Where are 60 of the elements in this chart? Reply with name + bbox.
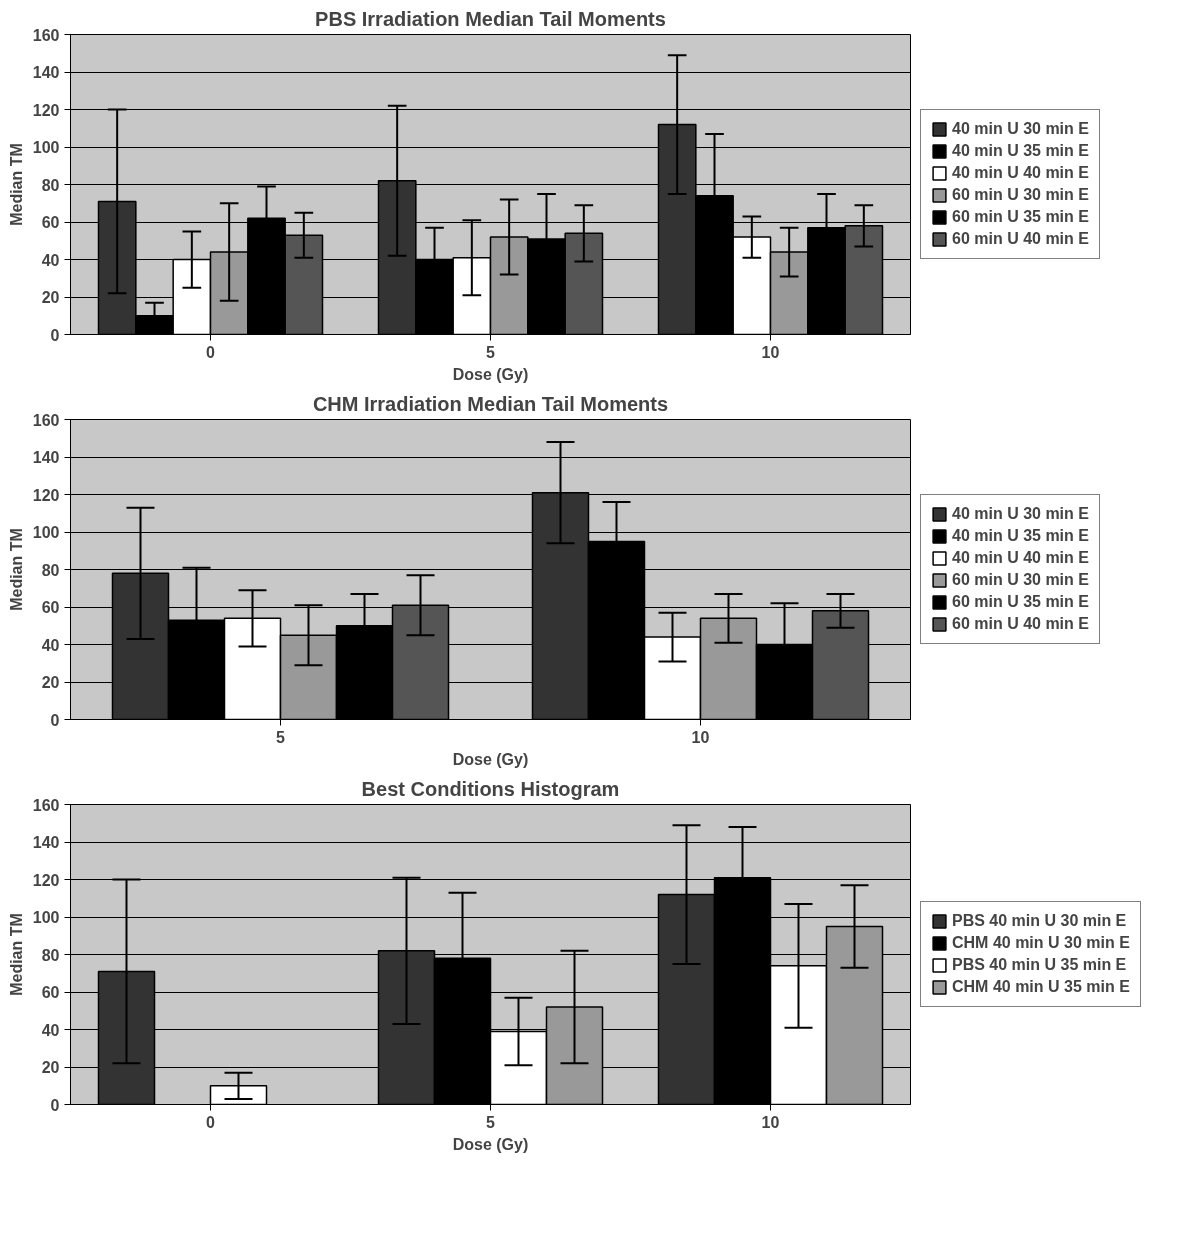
y-tick-label: 120 — [32, 871, 60, 889]
legend-label: 40 min U 35 min E — [952, 142, 1089, 160]
y-tick-label: 20 — [41, 674, 60, 691]
y-tick-label: 140 — [32, 449, 60, 466]
chart-title: CHM Irradiation Median Tail Moments — [312, 392, 669, 415]
y-axis-title: Median TM — [7, 913, 25, 996]
x-tick-label: 5 — [276, 728, 286, 746]
x-axis-title: Dose (Gy) — [452, 750, 529, 768]
x-tick-label: 5 — [486, 1113, 496, 1131]
x-tick-label: 10 — [761, 343, 780, 361]
y-tick-label: 120 — [32, 101, 60, 119]
y-tick-label: 60 — [41, 214, 60, 231]
y-tick-label: 20 — [41, 289, 60, 306]
y-tick-label: 100 — [32, 139, 60, 156]
y-tick-label: 140 — [32, 64, 60, 81]
y-tick-label: 80 — [41, 946, 60, 964]
legend-label: PBS 40 min U 35 min E — [952, 956, 1127, 974]
y-tick-label: 160 — [32, 411, 60, 429]
y-tick-label: 80 — [41, 561, 60, 579]
legend-label: 60 min U 35 min E — [952, 593, 1089, 611]
x-tick-label: 10 — [691, 728, 710, 746]
legend-label: 40 min U 30 min E — [952, 505, 1089, 523]
legend-label: 40 min U 35 min E — [952, 527, 1089, 545]
legend-label: 40 min U 40 min E — [952, 164, 1089, 182]
legend-label: CHM 40 min U 35 min E — [952, 978, 1130, 996]
x-axis-title: Dose (Gy) — [452, 1135, 529, 1153]
y-tick-label: 160 — [32, 26, 60, 44]
legend-label: 40 min U 40 min E — [952, 549, 1089, 567]
y-tick-label: 0 — [50, 711, 60, 729]
y-axis-title: Median TM — [7, 143, 25, 226]
x-tick-label: 5 — [486, 343, 496, 361]
y-tick-label: 60 — [41, 984, 60, 1001]
y-tick-label: 100 — [32, 909, 60, 926]
y-tick-label: 0 — [50, 326, 60, 344]
legend-label: 60 min U 40 min E — [952, 615, 1089, 633]
x-tick-label: 0 — [206, 1113, 216, 1131]
legend-label: 60 min U 40 min E — [952, 230, 1089, 248]
y-tick-label: 40 — [41, 1021, 60, 1039]
legend-label: 40 min U 30 min E — [952, 120, 1089, 138]
legend-label: 60 min U 30 min E — [952, 571, 1089, 589]
x-tick-label: 0 — [206, 343, 216, 361]
y-tick-label: 40 — [41, 636, 60, 654]
chart-title: PBS Irradiation Median Tail Moments — [315, 7, 666, 30]
legend-label: PBS 40 min U 30 min E — [952, 912, 1127, 930]
y-tick-label: 80 — [41, 176, 60, 194]
y-tick-label: 40 — [41, 251, 60, 269]
y-tick-label: 100 — [32, 524, 60, 541]
x-tick-label: 10 — [761, 1113, 780, 1131]
legend-label: 60 min U 35 min E — [952, 208, 1089, 226]
chart-title: Best Conditions Histogram — [361, 777, 620, 800]
y-tick-label: 60 — [41, 599, 60, 616]
y-tick-label: 120 — [32, 486, 60, 504]
y-tick-label: 0 — [50, 1096, 60, 1114]
y-tick-label: 20 — [41, 1059, 60, 1076]
legend-label: CHM 40 min U 30 min E — [952, 934, 1130, 952]
y-axis-title: Median TM — [7, 528, 25, 611]
y-tick-label: 160 — [32, 796, 60, 814]
x-axis-title: Dose (Gy) — [452, 365, 529, 383]
y-tick-label: 140 — [32, 834, 60, 851]
legend-label: 60 min U 30 min E — [952, 186, 1089, 204]
